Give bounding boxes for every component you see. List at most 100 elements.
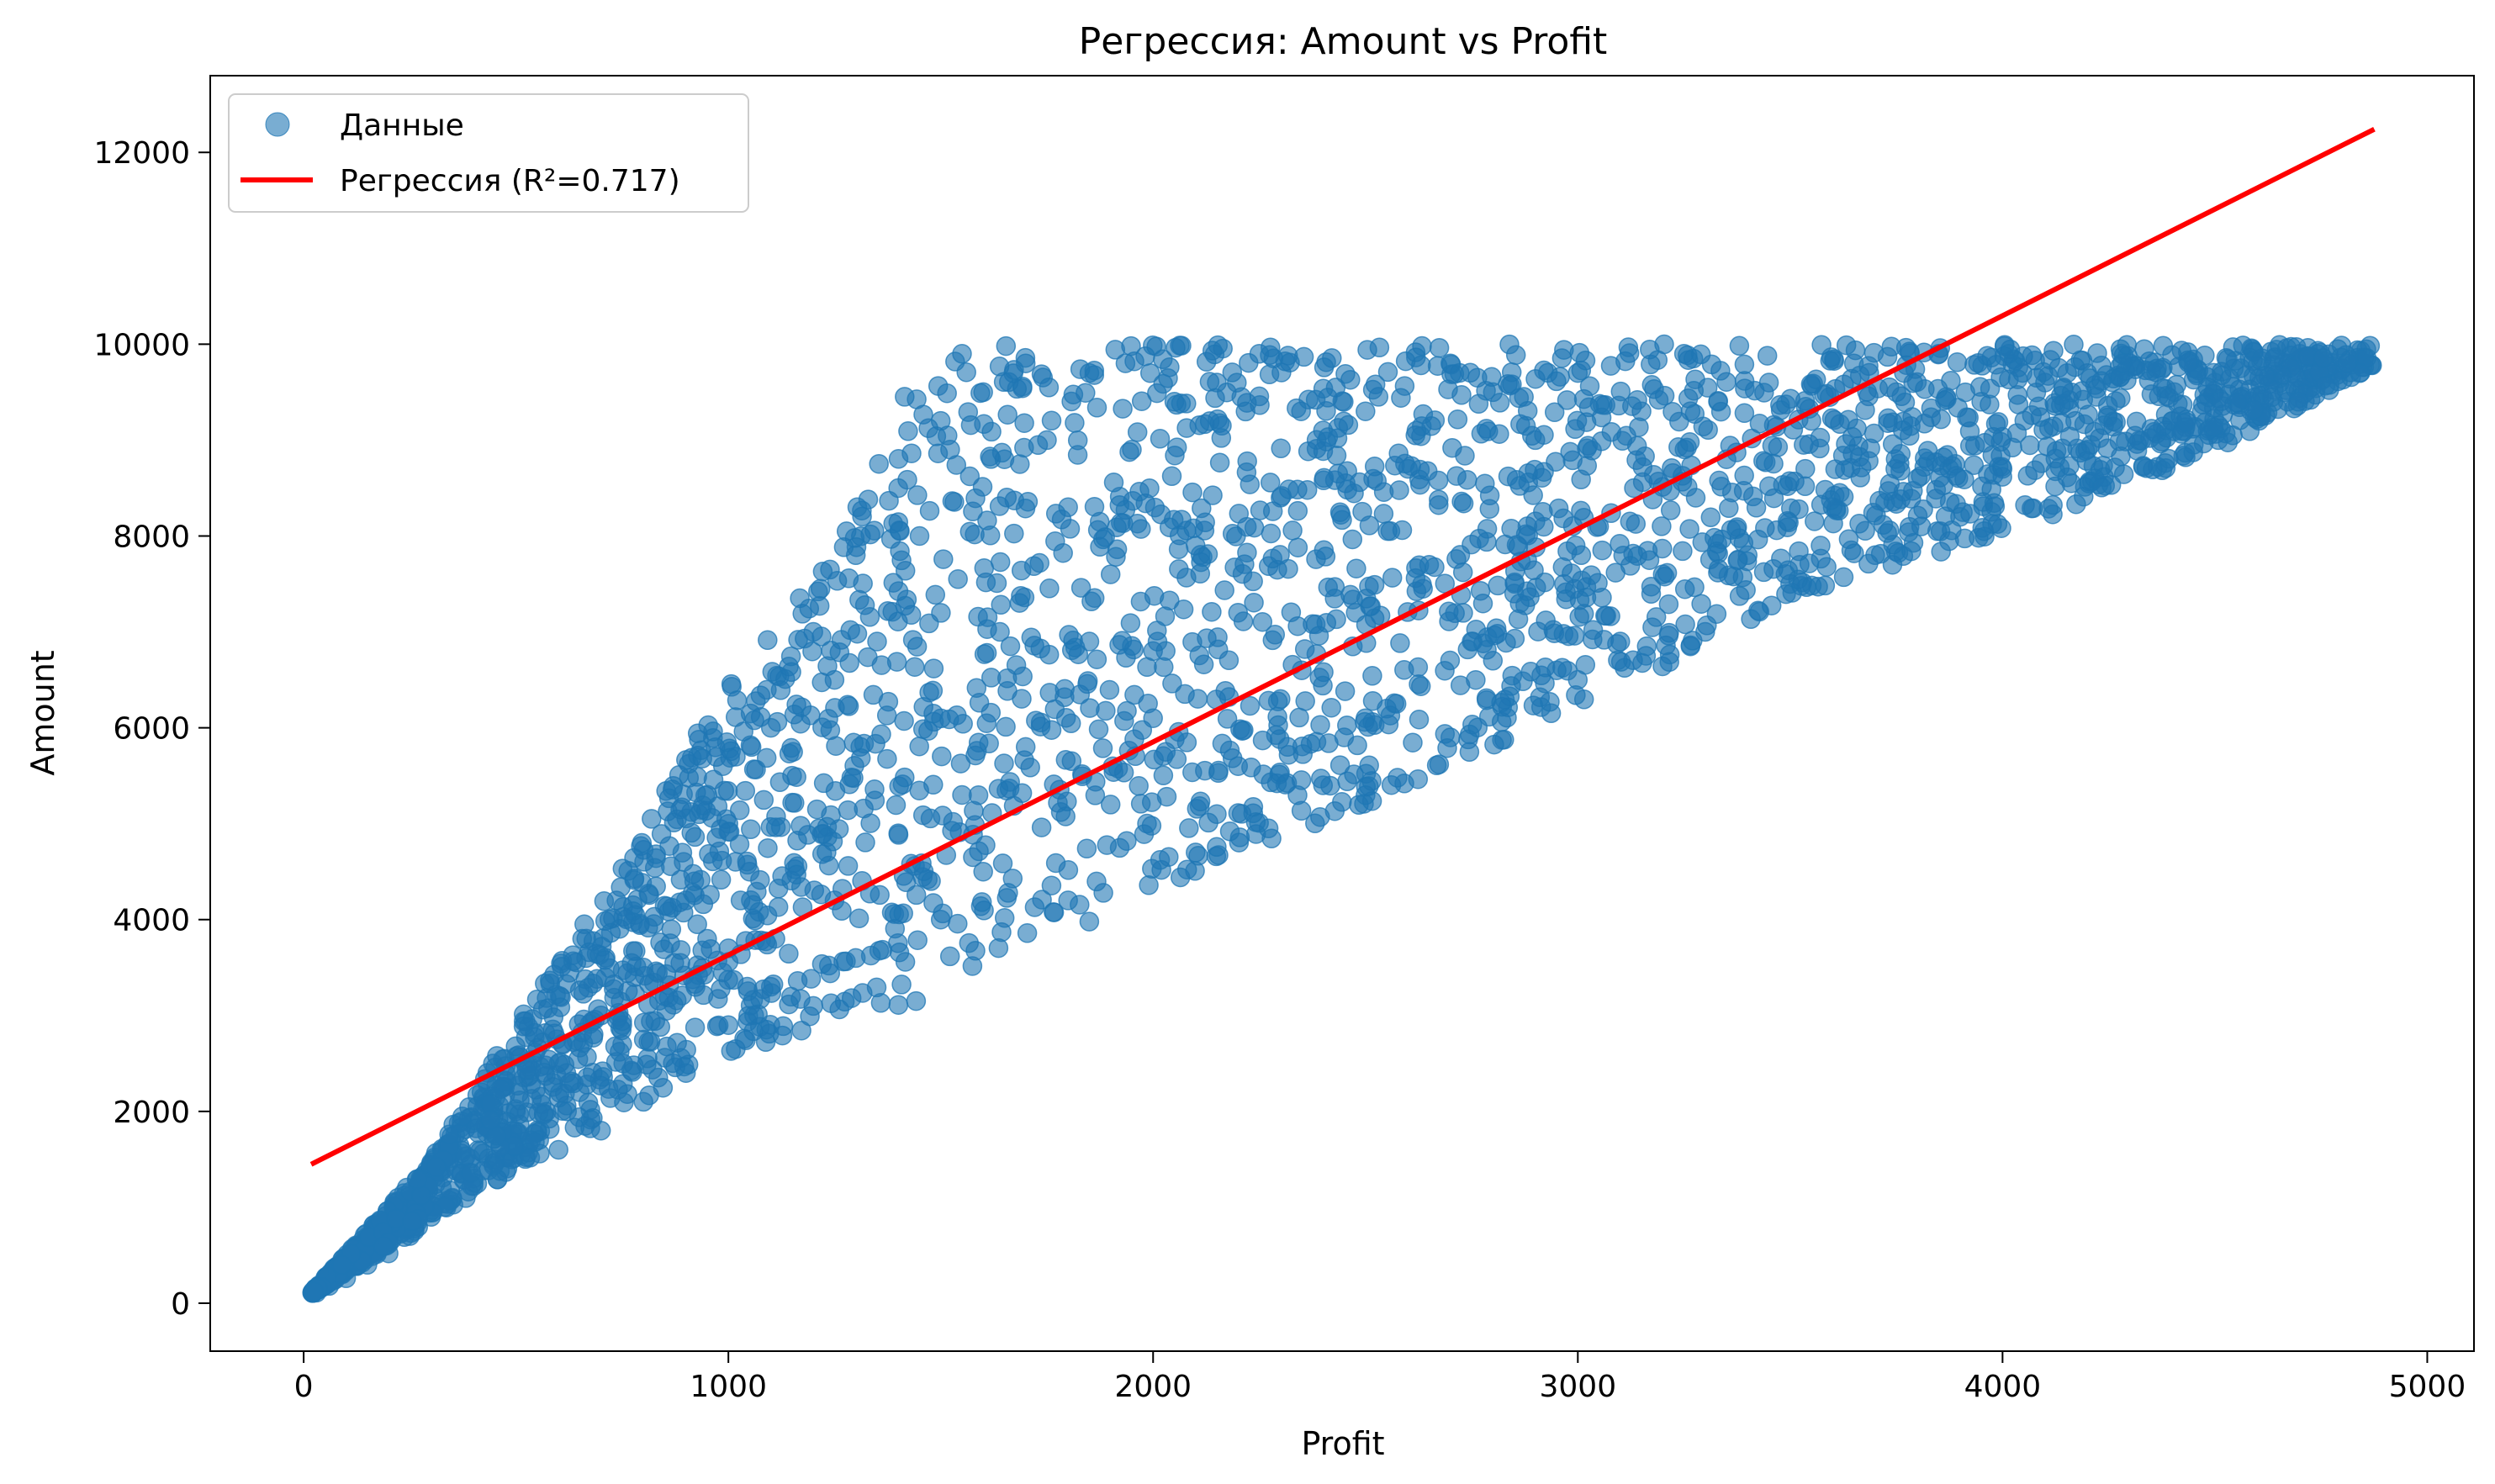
data-point (1334, 411, 1354, 432)
data-point (1137, 813, 1157, 834)
data-point (1900, 425, 1920, 446)
data-point (1086, 871, 1107, 892)
data-point (1659, 652, 1679, 673)
data-point (1842, 426, 1863, 447)
x-axis-title: Profit (1301, 1425, 1384, 1462)
data-point (1625, 514, 1647, 534)
data-point (1921, 407, 1942, 428)
data-point (1675, 614, 1695, 635)
data-point (692, 940, 712, 961)
data-point (1660, 500, 1681, 520)
data-point (1985, 496, 2006, 516)
data-point (920, 808, 941, 829)
data-point (959, 466, 981, 487)
data-point (1505, 345, 1526, 366)
data-point (1282, 520, 1303, 541)
data-point (1113, 399, 1133, 419)
data-point (1851, 457, 1872, 478)
data-point (1759, 476, 1779, 497)
data-point (1710, 401, 1731, 422)
data-point (1061, 751, 1082, 772)
data-point (981, 668, 1002, 688)
x-axis: 0 1000 2000 3000 4000 5000 (294, 1351, 2466, 1404)
data-point (756, 747, 777, 768)
data-point (1270, 762, 1290, 783)
data-point (635, 965, 655, 986)
data-point (2178, 352, 2199, 372)
data-point (977, 619, 997, 639)
data-point (1045, 531, 1065, 552)
data-point (1100, 795, 1121, 815)
data-point (1514, 387, 1534, 407)
y-tick-label: 0 (171, 1287, 190, 1322)
data-point (1654, 385, 1675, 406)
data-point (402, 1211, 422, 1232)
data-point (997, 404, 1018, 425)
data-point (786, 864, 806, 885)
data-point (1552, 658, 1573, 679)
data-point (1115, 353, 1136, 373)
data-point (948, 569, 968, 589)
data-point (556, 1063, 577, 1084)
data-point (1199, 372, 1220, 392)
data-point (1718, 565, 1739, 586)
regression-line-layer (309, 126, 2376, 1167)
data-point (865, 733, 885, 754)
data-point (1711, 477, 1731, 497)
data-point (839, 652, 859, 673)
data-point (612, 960, 633, 980)
data-point (740, 703, 761, 724)
data-point (753, 979, 774, 1000)
data-point (1192, 498, 1212, 519)
data-point (1779, 512, 1799, 533)
data-point (1153, 746, 1174, 767)
data-point (1762, 436, 1783, 456)
data-point (1377, 362, 1398, 383)
data-point (965, 524, 985, 545)
legend: Данные Регрессия (R²=0.717) (228, 93, 749, 213)
data-point (1729, 586, 1750, 606)
data-point (1734, 403, 1755, 424)
data-point (1227, 372, 1247, 393)
data-point (1252, 611, 1273, 632)
data-point (563, 945, 583, 965)
data-point (976, 642, 997, 663)
data-point (996, 780, 1017, 800)
data-point (1131, 391, 1152, 411)
data-point (812, 717, 833, 737)
data-point (1261, 337, 1281, 357)
data-point (1261, 523, 1282, 544)
data-point (534, 1062, 554, 1083)
data-point (1858, 553, 1879, 574)
data-point (653, 939, 674, 959)
data-point (2033, 362, 2054, 383)
data-point (1472, 593, 1493, 614)
data-point (1913, 499, 1933, 520)
data-point (1113, 763, 1134, 783)
data-point (897, 469, 917, 490)
data-point (870, 885, 890, 906)
data-point (702, 851, 723, 872)
data-point (1131, 519, 1151, 539)
data-point (1287, 537, 1308, 557)
data-point (1947, 352, 1968, 372)
data-point (1295, 691, 1315, 711)
data-point (1734, 371, 1755, 391)
data-point (1129, 776, 1149, 796)
data-point (1411, 355, 1431, 376)
data-point (1789, 541, 1809, 562)
data-point (1829, 483, 1850, 503)
data-point (1262, 501, 1283, 521)
data-point (1805, 511, 1825, 531)
data-point (1558, 626, 1579, 647)
data-point (1119, 441, 1139, 462)
data-point (1012, 689, 1032, 709)
data-point (1575, 654, 1596, 675)
data-point (974, 558, 995, 578)
data-point (1349, 472, 1370, 493)
data-point (787, 970, 808, 991)
data-point (1982, 514, 2002, 534)
data-point (711, 869, 732, 890)
data-point (1088, 719, 1109, 740)
data-point (909, 736, 929, 757)
